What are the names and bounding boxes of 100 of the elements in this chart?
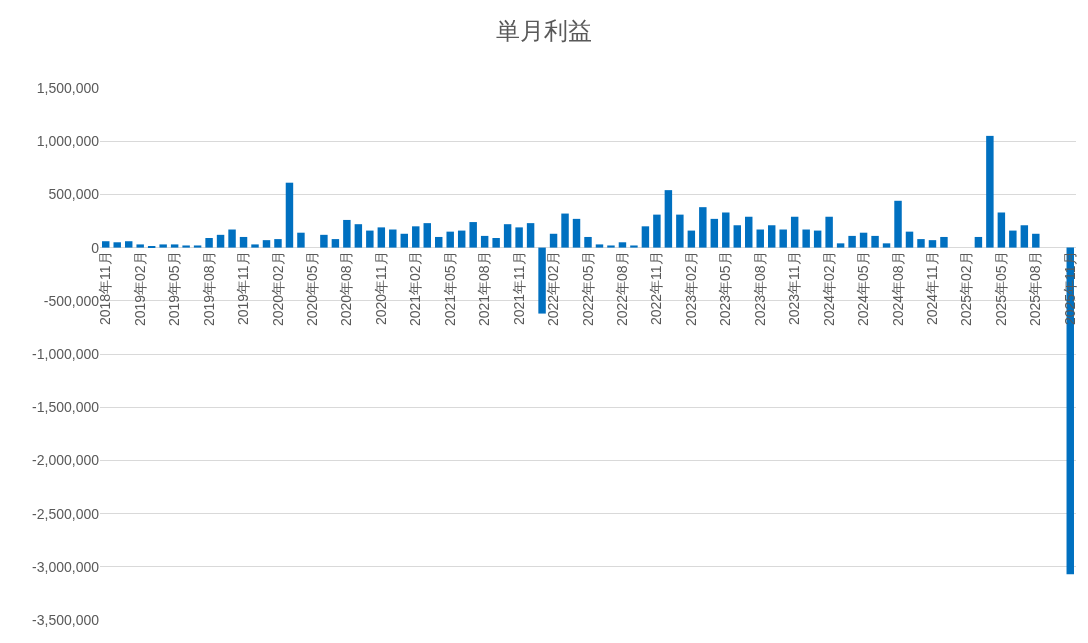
- bar: [228, 229, 236, 248]
- bar: [526, 223, 535, 248]
- bar: [641, 226, 650, 248]
- x-tick-label: 2021年05月: [441, 251, 458, 327]
- bar: [251, 244, 259, 248]
- bar: [343, 219, 351, 248]
- x-tick-label: 2024年05月: [855, 251, 872, 327]
- bar: [205, 238, 213, 248]
- y-tick-label: 0: [91, 239, 100, 256]
- bar: [917, 239, 925, 248]
- bar: [193, 245, 202, 248]
- bar: [124, 241, 133, 248]
- bar: [630, 245, 638, 248]
- bar: [469, 222, 477, 248]
- y-tick-label: -2,000,000: [32, 452, 100, 469]
- bar: [480, 235, 489, 248]
- bar: [848, 235, 856, 248]
- x-tick-label: 2025年02月: [958, 251, 975, 327]
- x-tick-label: 2019年08月: [200, 251, 217, 327]
- bar: [722, 212, 730, 248]
- y-tick-label: 500,000: [48, 186, 100, 203]
- bar: [699, 207, 707, 248]
- bar: [595, 244, 604, 248]
- x-tick-label: 2021年02月: [407, 251, 424, 327]
- bar: [239, 236, 248, 248]
- bar: [905, 231, 914, 248]
- x-tick-label: 2019年02月: [131, 251, 148, 327]
- bar: [836, 243, 845, 248]
- x-tick-label: 2022年11月: [648, 251, 665, 326]
- y-tick-label: -3,500,000: [32, 611, 100, 628]
- x-tick-label: 2021年08月: [476, 251, 493, 327]
- bar: [561, 213, 569, 248]
- bar: [423, 223, 431, 248]
- bar: [790, 216, 799, 248]
- y-tick-label: -3,000,000: [32, 558, 100, 575]
- bar: [435, 236, 443, 248]
- bar: [767, 225, 776, 248]
- bar: [331, 239, 340, 248]
- bar: [676, 214, 684, 248]
- y-tick-label: -500,000: [43, 292, 100, 309]
- bar: [779, 229, 787, 248]
- y-tick-label: -2,500,000: [32, 505, 100, 522]
- bar: [113, 242, 121, 248]
- x-tick-label: 2022年08月: [614, 251, 630, 327]
- bar: [515, 227, 523, 248]
- x-tick-label: 2020年02月: [269, 251, 286, 327]
- bar: [802, 229, 810, 248]
- bar: [170, 244, 179, 248]
- chart-title: 単月利益: [496, 17, 592, 45]
- x-tick-label: 2023年08月: [751, 251, 768, 327]
- bar: [1009, 230, 1017, 248]
- bar: [102, 241, 110, 248]
- x-tick-label: 2022年05月: [579, 251, 596, 327]
- y-tick-label: 1,500,000: [36, 79, 100, 96]
- bar: [882, 243, 891, 248]
- x-tick-label: 2024年08月: [889, 251, 906, 327]
- bar: [607, 245, 615, 248]
- bar: [446, 231, 454, 248]
- bar: [136, 244, 144, 248]
- bar: [940, 236, 948, 248]
- x-tick-label: 2019年05月: [166, 251, 183, 327]
- x-tick-label: 2025年05月: [992, 251, 1009, 327]
- bar: [538, 247, 546, 314]
- bar: [400, 233, 409, 248]
- bar: [813, 230, 822, 248]
- x-tick-label: 2020年11月: [372, 251, 389, 326]
- bar: [549, 233, 558, 248]
- y-tick-label: 1,000,000: [36, 133, 100, 150]
- bar: [354, 224, 363, 248]
- bar: [182, 245, 190, 248]
- bar: [320, 234, 328, 248]
- bar: [274, 239, 282, 248]
- bar: [412, 226, 420, 248]
- x-tick-label: 2025年11月: [1061, 251, 1078, 326]
- bar: [389, 229, 397, 248]
- x-tick-label: 2019年11月: [235, 251, 252, 326]
- bar: [377, 227, 386, 248]
- x-tick-label: 2024年02月: [820, 251, 837, 327]
- x-tick-label: 2023年05月: [717, 251, 734, 327]
- bar: [986, 135, 994, 248]
- x-tick-label: 2022年02月: [545, 251, 562, 327]
- bar: [1032, 233, 1040, 248]
- bar: [572, 218, 581, 248]
- bar: [1020, 225, 1029, 248]
- bar: [457, 230, 466, 248]
- x-tick-label: 2023年02月: [682, 251, 699, 327]
- bar: [687, 230, 696, 248]
- x-tick-label: 2020年08月: [338, 251, 355, 327]
- bar: [871, 235, 879, 248]
- bar: [756, 229, 764, 248]
- x-tick-label: 2023年11月: [786, 251, 803, 326]
- y-tick-label: -1,000,000: [32, 345, 100, 362]
- x-tick-label: 2024年11月: [924, 251, 941, 326]
- bar: [285, 182, 294, 248]
- bar: [974, 236, 983, 248]
- bar: [159, 244, 167, 248]
- bar: [653, 214, 661, 248]
- x-tick-label: 2020年05月: [303, 251, 320, 327]
- bar: [584, 236, 592, 248]
- y-tick-label: -1,500,000: [32, 399, 100, 416]
